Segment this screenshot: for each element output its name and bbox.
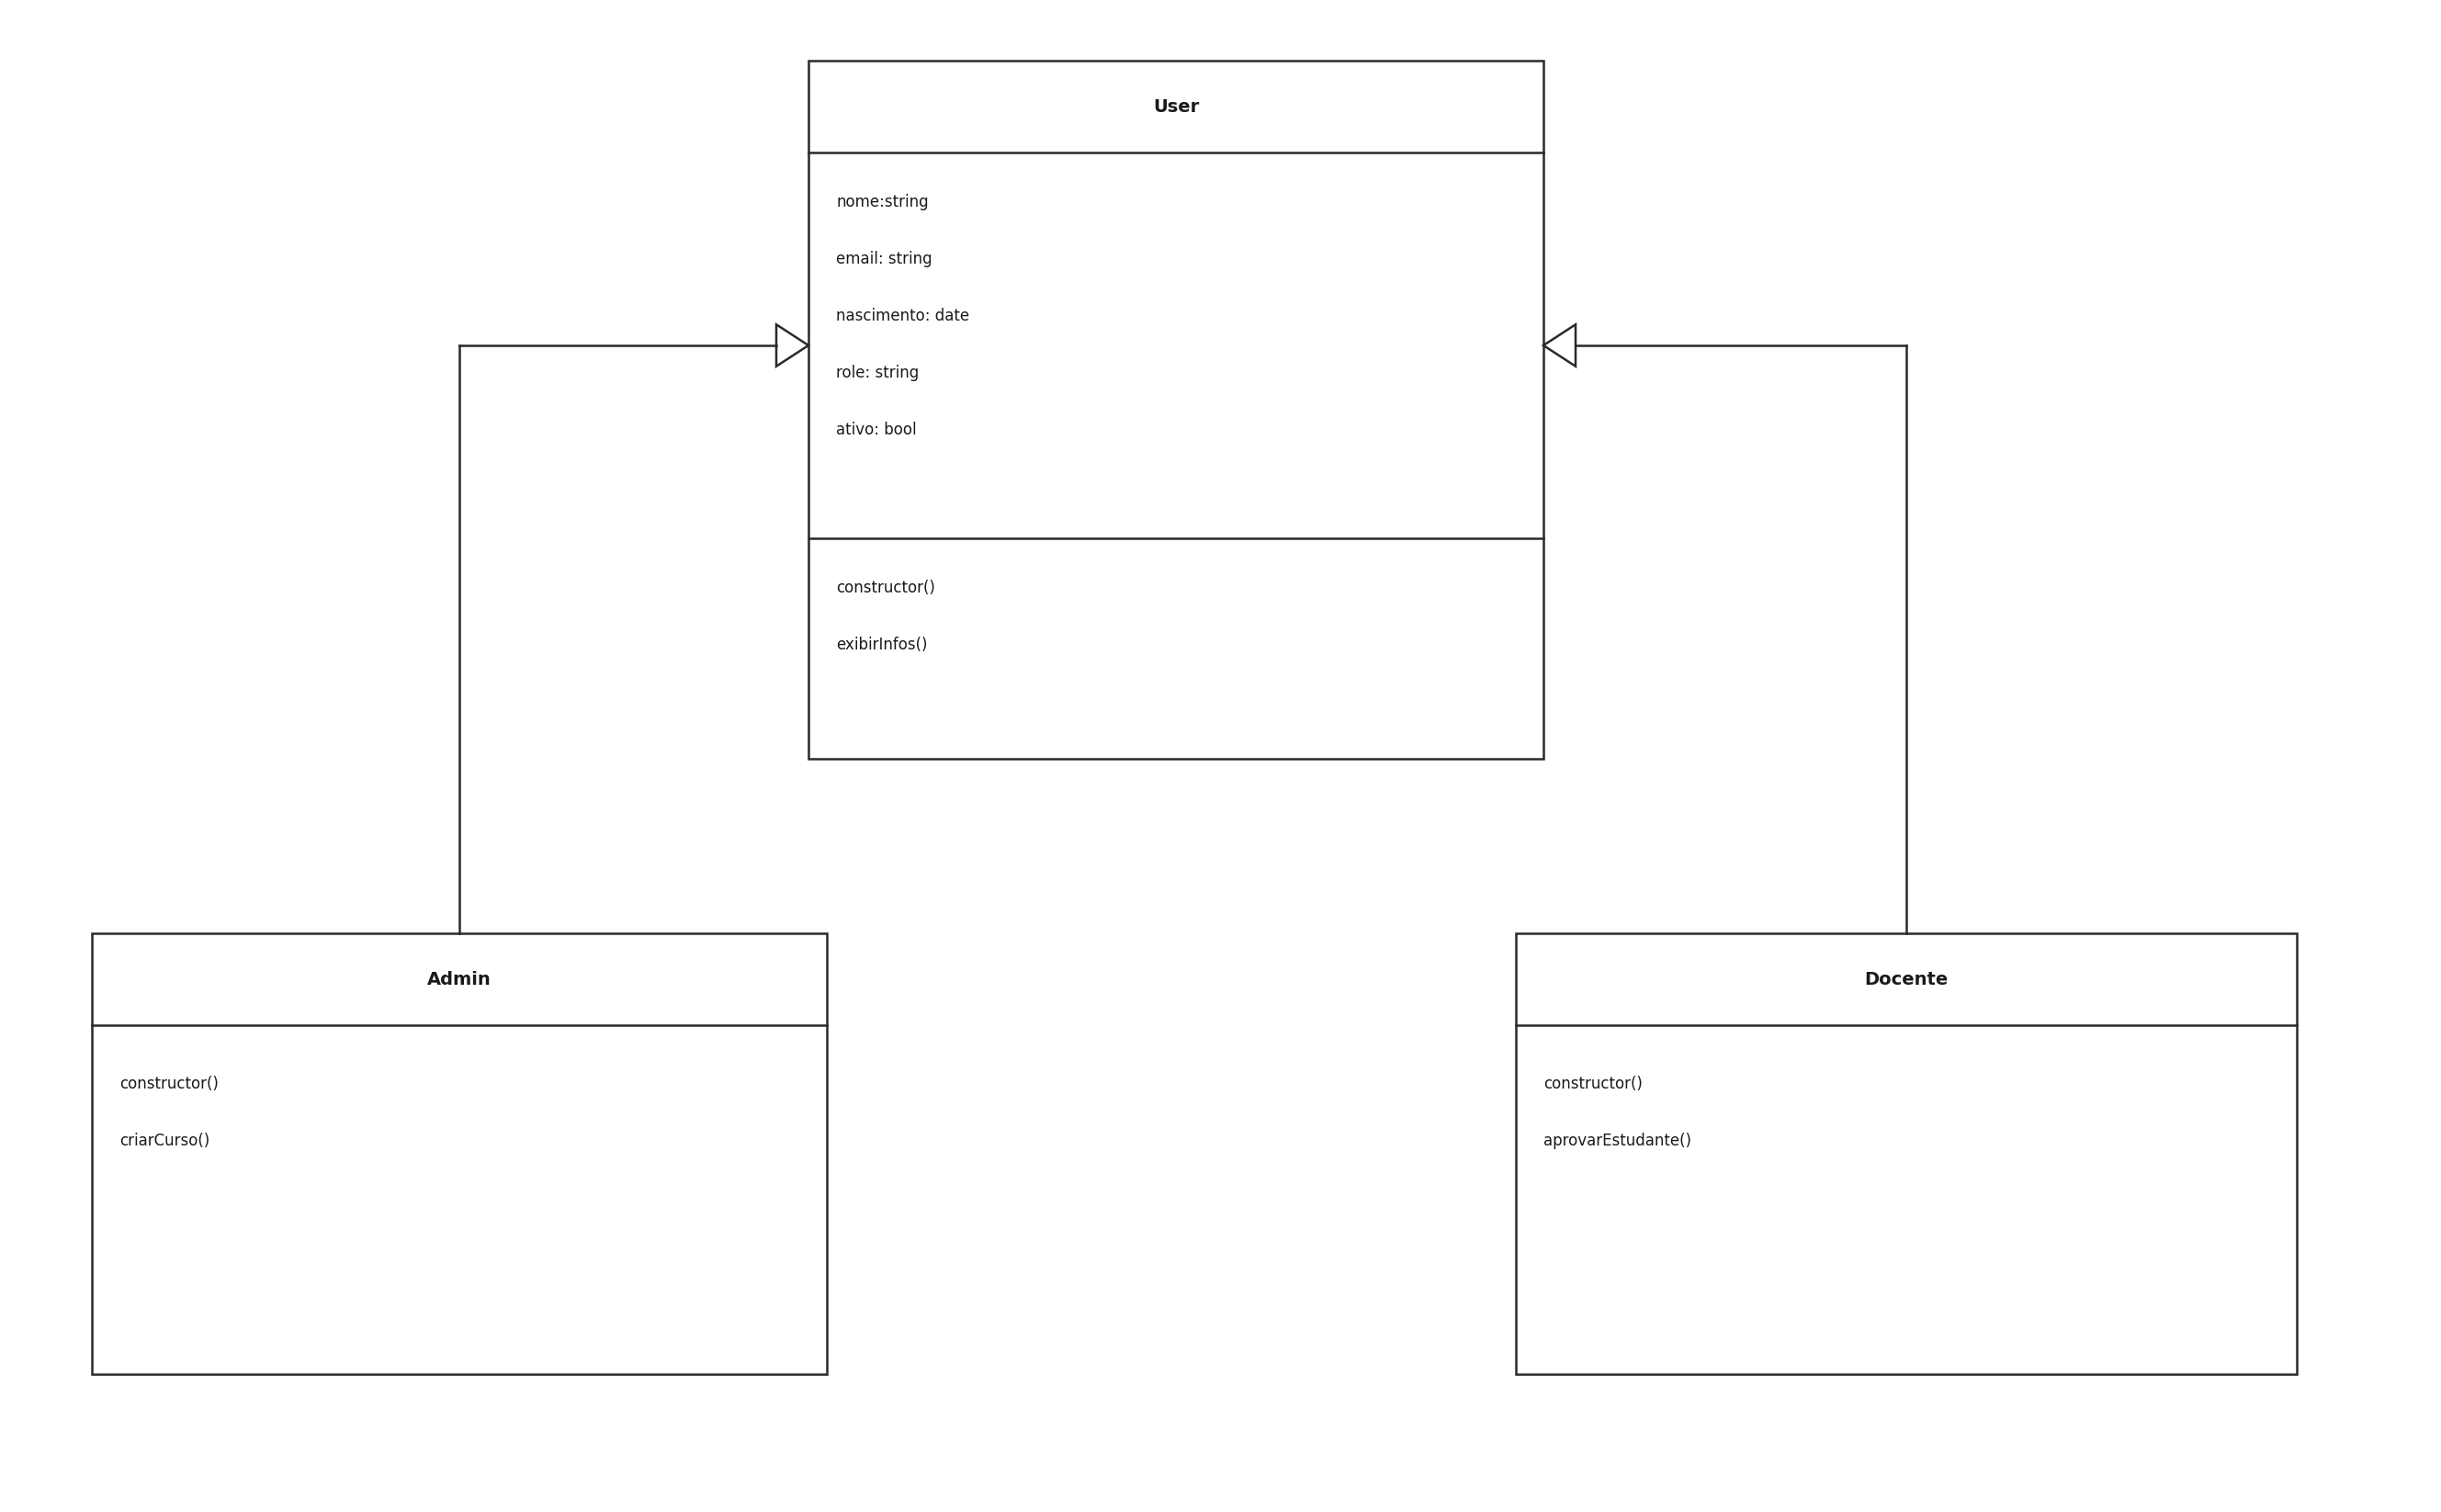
Text: Docente: Docente	[1865, 971, 1948, 987]
Bar	[1516, 933, 2297, 1374]
Text: email: string: email: string	[835, 251, 932, 268]
Text: constructor(): constructor()	[120, 1075, 220, 1092]
Bar	[808, 60, 1543, 759]
Text: nascimento: date: nascimento: date	[835, 308, 969, 324]
Bar	[93, 933, 827, 1374]
Text: ativo: bool: ativo: bool	[835, 422, 915, 438]
Text: nome:string: nome:string	[835, 194, 928, 210]
Text: constructor(): constructor()	[1543, 1075, 1643, 1092]
Text: User: User	[1152, 98, 1199, 115]
Text: role: string: role: string	[835, 364, 918, 381]
Text: Admin: Admin	[427, 971, 491, 987]
Text: criarCurso(): criarCurso()	[120, 1132, 210, 1149]
Text: constructor(): constructor()	[835, 579, 935, 596]
Text: aprovarEstudante(): aprovarEstudante()	[1543, 1132, 1692, 1149]
Text: exibirInfos(): exibirInfos()	[835, 637, 928, 653]
